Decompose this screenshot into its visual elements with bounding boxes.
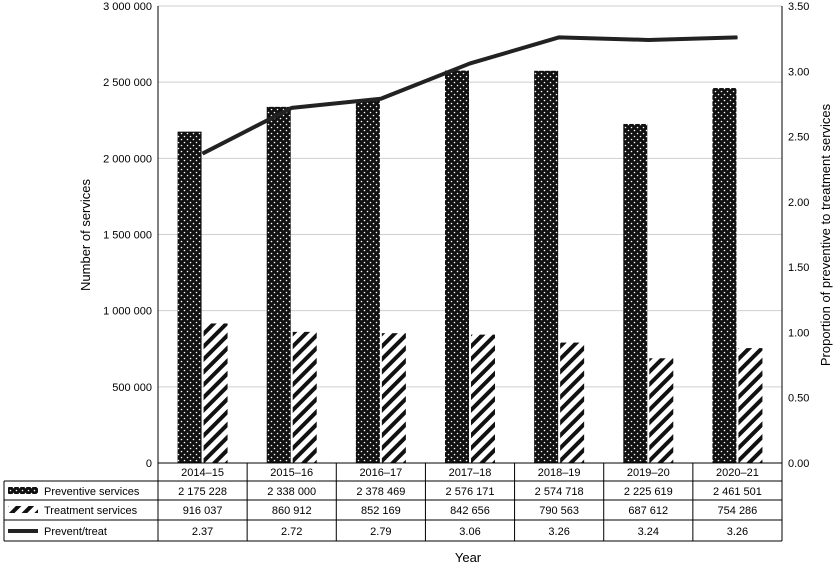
bar-preventive [445, 70, 469, 463]
table-cell: 2 574 718 [535, 486, 584, 498]
table-cell: 3.24 [638, 526, 659, 538]
table-cell: 2 225 619 [624, 486, 673, 498]
table-cell: 3.26 [548, 526, 569, 538]
y-tick-label: 500 000 [112, 382, 152, 394]
table-cell: 2.79 [370, 526, 391, 538]
table-cell: 3.26 [727, 526, 748, 538]
y-tick-label: 2 000 000 [103, 153, 152, 165]
line-point [469, 62, 471, 64]
y-axis-title: Number of services [78, 179, 93, 291]
table-cell: 3.06 [459, 526, 480, 538]
y2-tick-label: 3.50 [788, 1, 809, 13]
table-cell: 687 612 [628, 505, 668, 517]
table-cell: 2 461 501 [713, 486, 762, 498]
x-tick-label: 2018–19 [538, 467, 581, 479]
bar-treatment [381, 333, 406, 463]
x-tick-label: 2014–15 [181, 467, 224, 479]
table-cell: 916 037 [183, 505, 223, 517]
bar-preventive [266, 106, 291, 463]
line-point [202, 153, 204, 155]
bars [177, 70, 763, 464]
table-cell: 842 656 [450, 505, 490, 517]
legend-label: Preventive services [44, 486, 140, 498]
table-cell: 2 175 228 [178, 486, 227, 498]
y2-tick-label: 2.00 [788, 197, 809, 209]
bar-preventive [623, 123, 648, 463]
bar-preventive [712, 88, 737, 464]
y2-tick-label: 0.00 [788, 458, 809, 470]
table-cell: 790 563 [539, 505, 579, 517]
bar-treatment [471, 334, 495, 463]
bar-treatment [649, 358, 674, 463]
bar-treatment [738, 348, 763, 463]
x-axis-title: Year [455, 550, 482, 565]
y2-tick-label: 3.00 [788, 66, 809, 78]
y2-tick-label: 0.50 [788, 393, 809, 405]
ratio-line [201, 35, 738, 156]
line-point [736, 36, 738, 38]
y-tick-label: 1 500 000 [103, 230, 152, 242]
table-cell: 2.72 [281, 526, 302, 538]
x-tick-label: 2019–20 [627, 467, 670, 479]
x-tick-label: 2015–16 [270, 467, 313, 479]
table-cell: 2 378 469 [356, 486, 405, 498]
legend-label: Prevent/treat [44, 526, 107, 538]
x-tick-label: 2017–18 [449, 467, 492, 479]
y2-tick-label: 1.50 [788, 262, 809, 274]
legend-label: Treatment services [44, 505, 138, 517]
bar-preventive [355, 100, 380, 464]
line-point [291, 107, 293, 109]
line-point [647, 39, 649, 41]
bar-treatment [560, 342, 585, 463]
table-cell: 2 338 000 [267, 486, 316, 498]
legend-key-prevent-treat [8, 529, 38, 533]
y2-tick-label: 1.00 [788, 327, 809, 339]
legend-key-treatment [8, 506, 38, 513]
bar-treatment [203, 323, 228, 463]
table-cell: 852 169 [361, 505, 401, 517]
y-tick-label: 0 [146, 458, 152, 470]
gridlines [158, 5, 782, 388]
y-tick-label: 2 500 000 [103, 77, 152, 89]
line-point [380, 98, 382, 100]
table-cell: 754 286 [718, 505, 758, 517]
x-tick-label: 2020–21 [716, 467, 759, 479]
bar-treatment [292, 331, 317, 463]
table-cell: 2.37 [192, 526, 213, 538]
x-tick-label: 2016–17 [359, 467, 402, 479]
table-cell: 2 576 171 [446, 486, 495, 498]
y2-axis-title: Proportion of preventive to treatment se… [818, 103, 833, 366]
bar-preventive [534, 70, 559, 464]
legend-key-preventive [8, 487, 38, 494]
y2-tick-label: 2.50 [788, 132, 809, 144]
line-point [558, 36, 560, 38]
y-tick-label: 1 000 000 [103, 306, 152, 318]
data-table: 2014–15 2015–16 2016–17 2017–18 2018–19 2019–… [3, 462, 783, 542]
table-cell: 860 912 [272, 505, 312, 517]
y-tick-label: 3 000 000 [103, 1, 152, 13]
bar-preventive [177, 131, 202, 464]
